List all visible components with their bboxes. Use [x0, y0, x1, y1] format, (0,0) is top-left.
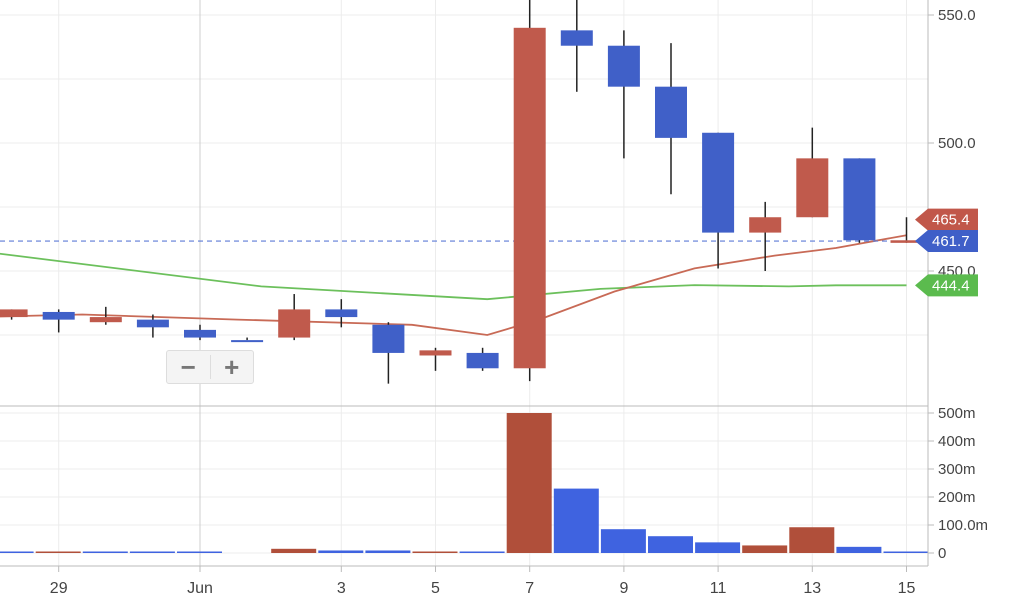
time-tick-label: 13	[803, 580, 821, 597]
volume-tick-label: 200m	[938, 489, 976, 506]
volume-bar	[412, 551, 458, 553]
candle-body	[702, 132, 735, 233]
zoom-out-button[interactable]: −	[180, 352, 196, 382]
time-tick-label: Jun	[187, 580, 213, 597]
volume-bar	[883, 551, 929, 553]
volume-bar	[318, 550, 364, 553]
candle-body	[372, 324, 405, 353]
time-tick-label: 29	[50, 580, 68, 597]
volume-tick-label: 500m	[938, 405, 976, 422]
time-tick-label: 11	[710, 580, 727, 597]
candle-body	[278, 309, 311, 338]
moving-average-short	[0, 234, 907, 336]
volume-bar	[271, 548, 317, 553]
candle-body	[42, 311, 75, 320]
volume-bar	[506, 413, 552, 553]
volume-bars	[0, 413, 929, 553]
price-tag: 461.7	[915, 230, 978, 253]
volume-bar	[459, 551, 505, 553]
volume-bar	[648, 536, 693, 553]
price-tag-label: 461.7	[932, 233, 970, 250]
volume-bar	[695, 542, 741, 553]
zoom-controls: − +	[166, 350, 254, 384]
price-tag-shape	[915, 274, 978, 297]
volume-bar	[789, 527, 835, 553]
volume-tick-label: 400m	[938, 433, 976, 450]
price-tag-label: 444.4	[932, 277, 970, 294]
volume-bar	[836, 546, 882, 553]
volume-bar	[553, 488, 599, 553]
candle-body	[89, 317, 122, 323]
price-tick-label: 500.0	[938, 135, 976, 152]
candle-body	[419, 350, 452, 356]
price-tag-label: 465.4	[932, 212, 970, 229]
candle-body	[231, 340, 264, 343]
price-tags: 465.4 444.4 461.7	[915, 208, 978, 297]
candle-body	[560, 30, 593, 46]
volume-bar	[600, 529, 646, 553]
candle-body	[466, 352, 499, 369]
time-tick-label: 3	[337, 580, 346, 597]
price-tag-shape	[915, 208, 978, 231]
zoom-in-button[interactable]: +	[224, 352, 240, 382]
candle-body	[0, 309, 28, 318]
volume-tick-label: 100.0m	[938, 517, 988, 534]
volume-bar	[742, 545, 788, 553]
volume-tick-label: 0	[938, 545, 946, 562]
candle-body	[749, 217, 782, 233]
time-tick-label: 15	[898, 580, 916, 597]
time-tick-label: 5	[431, 580, 440, 597]
volume-bar	[0, 551, 34, 553]
moving-average-long	[0, 252, 907, 301]
price-tick-label: 550.0	[938, 7, 976, 24]
volume-bar	[177, 551, 222, 553]
time-tick-label: 9	[619, 580, 628, 597]
grid	[0, 0, 928, 566]
candle-body	[513, 27, 546, 369]
volume-tick-label: 300m	[938, 461, 976, 478]
axes: 550.0500.0450.0500m400m300m200m100.0m029…	[0, 0, 988, 597]
price-tag: 465.4	[915, 208, 978, 231]
candle-body	[890, 240, 923, 243]
candle-body	[607, 45, 640, 87]
candle-body	[843, 158, 876, 241]
candle-body	[325, 309, 358, 318]
volume-bar	[129, 551, 175, 553]
volume-bar	[35, 551, 81, 553]
candle-body	[796, 158, 829, 218]
zoom-divider	[209, 355, 211, 379]
price-tag-shape	[915, 230, 978, 253]
candles	[0, 0, 923, 384]
volume-bar	[82, 551, 128, 553]
price-tag: 444.4	[915, 274, 978, 297]
candle-body	[655, 86, 687, 138]
candle-body	[136, 319, 169, 328]
volume-bar	[365, 550, 411, 553]
time-tick-label: 7	[525, 580, 534, 597]
candle-body	[184, 329, 216, 338]
